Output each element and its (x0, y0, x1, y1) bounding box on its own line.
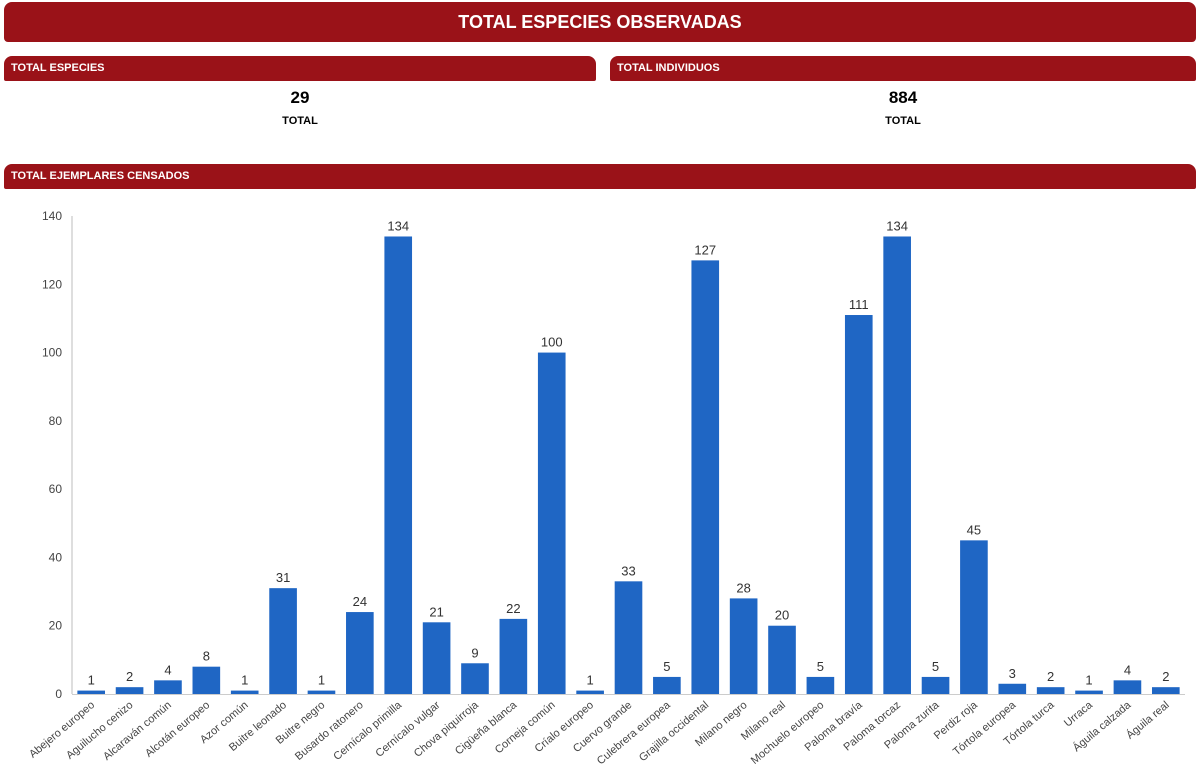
bar-value-label: 24 (353, 594, 367, 609)
bar-value-label: 45 (967, 522, 981, 537)
x-tick-label: Mochuelo europeo (749, 699, 827, 767)
bar-value-label: 5 (817, 659, 824, 674)
x-tick-label: Aguilucho cenizo (64, 699, 135, 762)
y-tick-label: 80 (49, 414, 63, 428)
bar (921, 676, 950, 694)
bar-value-label: 134 (387, 218, 409, 233)
bar-value-label: 20 (775, 608, 789, 623)
y-tick-label: 20 (49, 619, 63, 633)
page-title: TOTAL ESPECIES OBSERVADAS (458, 12, 742, 32)
bar (768, 625, 796, 694)
bar (499, 618, 528, 694)
bar-value-label: 5 (932, 659, 939, 674)
x-tick-label: Águila real (1124, 698, 1172, 741)
y-tick-label: 60 (49, 482, 63, 496)
chart-section-title: TOTAL EJEMPLARES CENSADOS (11, 170, 190, 182)
bar (537, 352, 566, 694)
kpi-individuals-header: TOTAL INDIVIDUOS (610, 56, 1196, 81)
bar-value-label: 100 (541, 335, 563, 350)
x-tick-label: Grajilla occidental (637, 699, 711, 764)
bar-value-label: 2 (1162, 669, 1169, 684)
bar (653, 676, 681, 694)
kpi-species-value: 29 (290, 88, 310, 107)
bar-value-label: 21 (429, 604, 443, 619)
y-tick-label: 140 (42, 209, 62, 223)
bar (269, 588, 297, 694)
bar-value-label: 1 (1085, 673, 1092, 688)
bar (883, 236, 911, 694)
bar (1151, 687, 1180, 694)
bar (384, 236, 413, 694)
bar (729, 598, 758, 694)
bar-value-label: 5 (663, 659, 670, 674)
bar (844, 315, 873, 694)
bar (1113, 680, 1142, 694)
bar (691, 260, 720, 694)
chart-section-header: TOTAL EJEMPLARES CENSADOS (4, 164, 1196, 189)
bar (461, 663, 489, 694)
bar-value-label: 1 (318, 673, 325, 688)
bar (614, 581, 643, 694)
bar (1075, 690, 1103, 694)
kpi-species-title: TOTAL ESPECIES (11, 62, 105, 74)
y-tick-label: 120 (42, 277, 62, 291)
bar-value-label: 1 (587, 673, 594, 688)
bar (77, 690, 106, 694)
kpi-species-label: TOTAL (282, 115, 318, 127)
kpi-individuals-title: TOTAL INDIVIDUOS (617, 62, 720, 74)
bar-value-label: 134 (886, 218, 908, 233)
bar-value-label: 4 (1124, 662, 1131, 677)
y-tick-label: 0 (55, 687, 62, 701)
bar (998, 683, 1027, 694)
bar (806, 676, 835, 694)
bar-value-label: 2 (126, 669, 133, 684)
bar-value-label: 33 (621, 563, 635, 578)
x-tick-label: Alcotán europeo (143, 699, 212, 760)
bar (230, 690, 259, 694)
bar-value-label: 111 (849, 297, 869, 312)
bar-value-label: 4 (164, 662, 171, 677)
bar (576, 690, 604, 694)
bar-value-label: 127 (694, 242, 716, 257)
bar (960, 540, 988, 694)
bar (346, 612, 374, 694)
y-tick-label: 100 (42, 346, 62, 360)
bar (1036, 687, 1065, 694)
x-tick-label: Chova piquirroja (412, 699, 482, 760)
x-tick-label: Alcaraván común (101, 699, 174, 763)
bar-value-label: 1 (241, 673, 248, 688)
x-tick-label: Busardo ratonero (293, 699, 366, 763)
bar-value-label: 8 (203, 649, 210, 664)
bar-value-label: 31 (276, 570, 290, 585)
bar (192, 666, 221, 694)
kpi-individuals-value: 884 (888, 88, 918, 107)
kpi-individuals-label: TOTAL (885, 115, 921, 127)
bar (422, 622, 451, 694)
bar-value-label: 2 (1047, 669, 1054, 684)
x-tick-label: Cernícalo primilla (331, 699, 404, 763)
x-tick-label: Cernícalo vulgar (373, 699, 442, 760)
page-title-banner: TOTAL ESPECIES OBSERVADAS (4, 2, 1196, 42)
bar-value-label: 9 (471, 645, 478, 660)
bar (154, 680, 182, 694)
bar-value-label: 22 (506, 601, 520, 616)
bar-value-label: 3 (1009, 666, 1016, 681)
x-tick-label: Urraca (1062, 699, 1096, 730)
bar (115, 687, 144, 694)
bar (307, 690, 336, 694)
bar-value-label: 28 (736, 580, 750, 595)
kpi-species-header: TOTAL ESPECIES (4, 56, 596, 81)
bar-value-label: 1 (88, 673, 95, 688)
x-tick-label: Abejero europeo (27, 699, 97, 760)
y-tick-label: 40 (49, 550, 63, 564)
